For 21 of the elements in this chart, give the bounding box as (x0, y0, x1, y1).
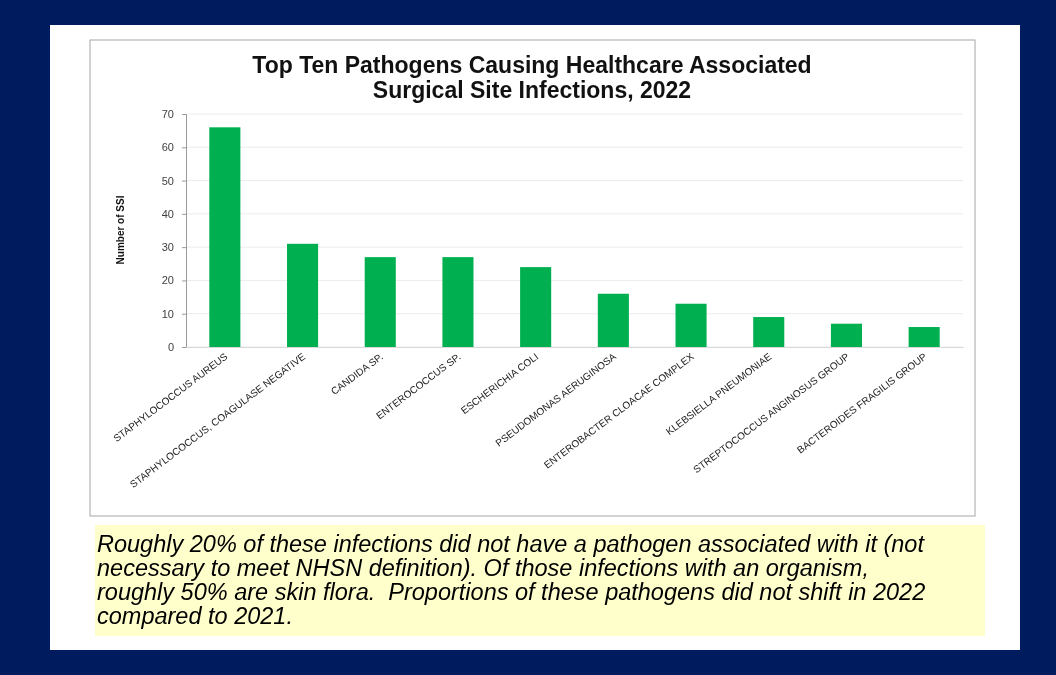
y-tick-label: 30 (161, 241, 174, 254)
bar (753, 317, 785, 347)
text: Roughly 20% of these infections did not have a pathogen associated with it (not necessary to meet NHSN definition). Of those infections with an organism, roughly 50% are skin flora. Proportions of these pathogens did not shift in 2022 compared to 2021. (97, 531, 927, 629)
bar (830, 323, 862, 347)
y-axis-title: Number of SSI (115, 195, 126, 265)
bar (597, 293, 629, 347)
bar (209, 127, 241, 347)
y-tick-label: 20 (161, 274, 174, 287)
y-tick-label: 60 (161, 141, 174, 154)
chart-title: Top Ten Pathogens Causing Healthcare Associated Surgical Site Infections, 2022 (252, 52, 812, 103)
bar (520, 267, 552, 347)
y-tick-label: 0 (167, 341, 174, 354)
y-tick-label: 70 (161, 108, 174, 121)
bar (287, 243, 319, 347)
y-tick-label: 10 (161, 307, 174, 320)
bar (364, 257, 396, 347)
bar (675, 303, 707, 347)
bar (908, 327, 940, 347)
y-tick-label: 40 (161, 207, 174, 220)
y-tick-label: 50 (161, 174, 174, 187)
bar (442, 257, 474, 347)
